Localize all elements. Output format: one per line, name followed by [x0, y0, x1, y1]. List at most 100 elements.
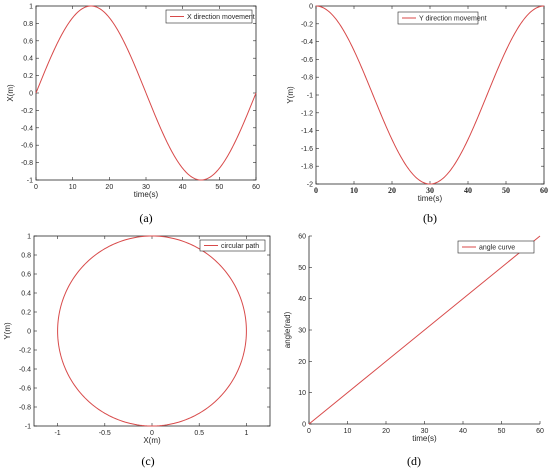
y-axis-label: Y(m)	[3, 322, 12, 340]
series-line	[35, 5, 257, 181]
y-tick-label: -1.8	[301, 164, 313, 171]
legend-label: angle curve	[479, 245, 515, 252]
y-axis-label: angle(rad)	[283, 311, 292, 348]
x-tick-label: 40	[459, 428, 467, 435]
panel-caption: (d)	[407, 454, 421, 468]
y-tick-label: -0.2	[301, 21, 313, 28]
y-tick-label: -1.4	[301, 128, 313, 135]
y-tick-label: 60	[298, 234, 306, 241]
chart-panel-b: 0 10 20 30 40 50 60 -2 -1.8 -1.6 -1.4 -1.2 -1 -0.8 -0.…	[286, 4, 548, 226]
y-tick-label: 0.6	[21, 272, 31, 279]
x-tick-label: -0.5	[99, 430, 111, 437]
y-tick-label: 0.8	[23, 21, 33, 28]
x-tick-label: 60	[540, 186, 548, 195]
panel-caption: (a)	[139, 211, 152, 225]
x-tick-label: 30	[421, 428, 429, 435]
series-line	[308, 235, 541, 425]
y-tick-label: 1	[27, 234, 31, 241]
legend-box	[165, 9, 253, 24]
x-tick-label: 20	[388, 186, 396, 195]
y-tick-label: -0.8	[301, 75, 313, 82]
y-tick-label: 20	[298, 359, 306, 366]
series-line	[57, 235, 247, 427]
y-tick-label: -0.8	[19, 405, 31, 412]
y-tick-label: -1	[25, 424, 31, 431]
legend-label: Y direction movement	[419, 16, 487, 23]
x-tick-label: 10	[344, 428, 352, 435]
chart-panel-d: 0 10 20 30 40 50 60 0 10 20 30 40 50 60 time(s) angle(r…	[283, 234, 544, 469]
chart-panel-a: 0 10 20 30 40 50 60 -1 -0.8 -0.6 -0.4 -0.2 0 0.2 0.4 0.…	[6, 4, 260, 226]
y-tick-label: -0.6	[301, 57, 313, 64]
x-tick-label: 0	[150, 430, 154, 437]
x-tick-label: 60	[536, 428, 544, 435]
y-tick-label: 0.4	[21, 291, 31, 298]
x-axis-label: X(m)	[143, 436, 161, 445]
chart-panel-c: -1 -0.5 0 0.5 1 -1 -0.8 -0.6 -0.4 -0.2 0 0.2 0.4 0.6 0…	[3, 234, 271, 468]
x-tick-label: 10	[69, 184, 77, 191]
y-axis-label: X(m)	[6, 84, 15, 102]
y-tick-label: -1.2	[301, 110, 313, 117]
x-tick-label: -1	[54, 430, 60, 437]
x-tick-label: 20	[105, 184, 113, 191]
x-tick-label: 0	[34, 184, 38, 191]
panel-caption: (c)	[141, 454, 154, 468]
legend-box	[199, 239, 266, 252]
y-tick-label: 40	[298, 296, 306, 303]
y-tick-label: -1	[27, 178, 33, 185]
y-tick-label: 0.2	[21, 310, 31, 317]
legend: Y direction movement	[397, 11, 487, 25]
x-axis-label: time(s)	[418, 194, 443, 203]
y-axis-label: Y(m)	[286, 86, 295, 104]
x-tick-label: 30	[426, 186, 434, 195]
x-tick-label: 0	[307, 428, 311, 435]
x-tick-label: 40	[179, 184, 187, 191]
y-tick-label: 0	[29, 91, 33, 98]
y-tick-label: 10	[298, 390, 306, 397]
legend-box	[457, 240, 535, 254]
x-tick-label: 60	[252, 184, 260, 191]
y-tick-label: -0.4	[21, 125, 33, 132]
legend: X direction movement	[165, 9, 255, 24]
y-tick-label: -0.6	[19, 386, 31, 393]
x-axis-label: time(s)	[412, 434, 437, 443]
y-tick-label: -0.6	[21, 143, 33, 150]
y-tick-label: -2	[307, 182, 313, 189]
x-axis-label: time(s)	[134, 190, 159, 199]
x-tick-label: 20	[382, 428, 390, 435]
y-tick-label: -0.8	[21, 160, 33, 167]
x-tick-label: 10	[350, 186, 358, 195]
series-line	[315, 5, 545, 185]
y-tick-label: 30	[298, 328, 306, 335]
y-tick-label: 0.4	[23, 56, 33, 63]
legend: circular path	[199, 239, 266, 252]
y-tick-label: 0.6	[23, 38, 33, 45]
y-tick-label: -1.6	[301, 146, 313, 153]
x-tick-label: 50	[498, 428, 506, 435]
legend-box	[397, 11, 479, 25]
x-tick-label: 50	[502, 186, 510, 195]
y-tick-label: -0.4	[301, 39, 313, 46]
x-tick-label: 0.5	[194, 430, 204, 437]
y-tick-label: -1	[307, 93, 313, 100]
y-tick-label: 50	[298, 265, 306, 272]
x-tick-label: 0	[314, 186, 318, 195]
legend-label: X direction movement	[187, 14, 255, 21]
x-tick-label: 40	[464, 186, 472, 195]
x-tick-label: 50	[215, 184, 223, 191]
x-tick-label: 1	[244, 430, 248, 437]
y-tick-label: -0.4	[19, 367, 31, 374]
y-tick-label: 0	[27, 329, 31, 336]
y-tick-label: -0.2	[19, 348, 31, 355]
legend-label: circular path	[221, 243, 259, 250]
x-tick-label: 30	[142, 184, 150, 191]
y-tick-label: 0	[302, 422, 306, 429]
y-tick-label: 0.2	[23, 73, 33, 80]
legend: angle curve	[457, 240, 535, 254]
y-tick-label: 0	[309, 4, 313, 11]
y-tick-label: -0.2	[21, 108, 33, 115]
panel-caption: (b)	[423, 211, 437, 225]
chart-panels: 0 10 20 30 40 50 60-1-0.8-0.6-0.4-0.200.20.40.…	[3, 4, 548, 469]
y-tick-label: 0.8	[21, 253, 31, 260]
y-tick-label: 1	[29, 4, 33, 11]
